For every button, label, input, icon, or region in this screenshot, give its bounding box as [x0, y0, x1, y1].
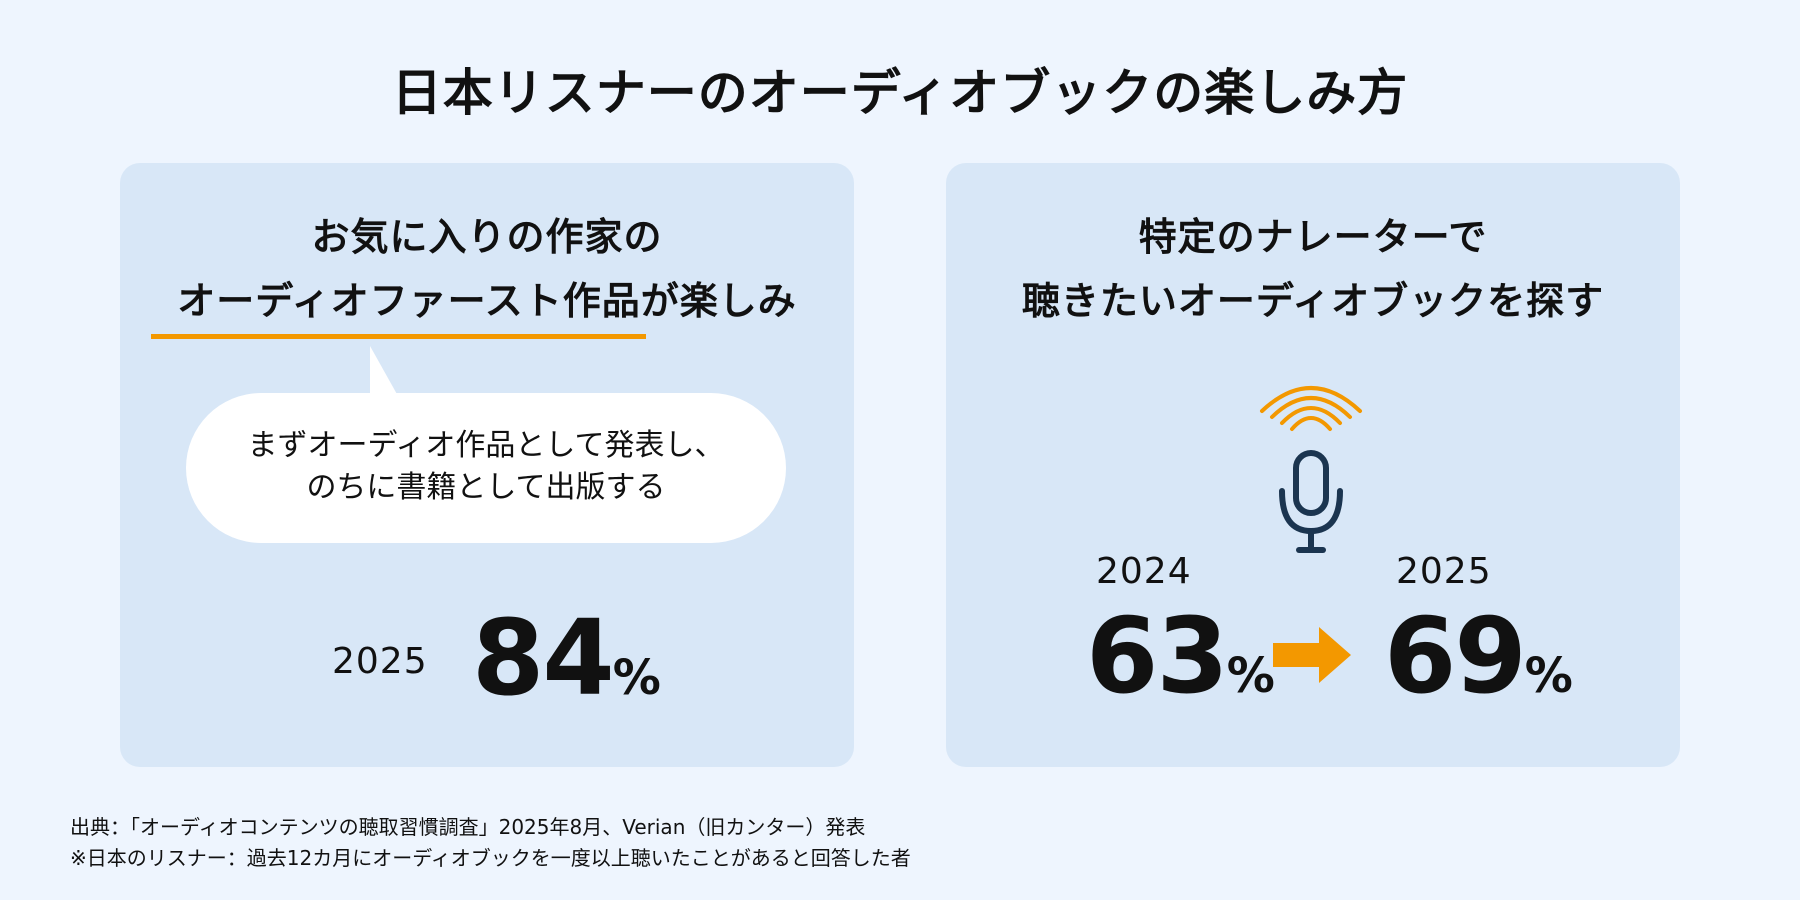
narrator-search-panel: 特定のナレーターで 聴きたいオーディオブックを探す 2024 — [946, 163, 1680, 767]
value-before-number: 63 — [1086, 595, 1229, 717]
definition-note: ※日本のリスナー：過去12カ月にオーディオブックを一度以上聴いたことがあると回答… — [70, 846, 911, 870]
stat-number: 84 — [472, 597, 615, 719]
panel-heading: 特定のナレーターで 聴きたいオーディオブックを探す — [946, 205, 1680, 333]
year-before: 2024 — [1096, 551, 1192, 592]
panel-heading-line2: オーディオファースト作品が楽しみ — [177, 279, 797, 323]
microphone-icon — [1256, 373, 1366, 553]
value-before: 63% — [1086, 601, 1275, 731]
footnotes: 出典：「オーディオコンテンツの聴取習慣調査」2025年8月、Verian（旧カン… — [70, 812, 911, 874]
speech-bubble-tail — [370, 346, 398, 396]
authors-audio-first-panel: お気に入りの作家の オーディオファースト作品が楽しみ まずオーディオ作品として発… — [120, 163, 854, 767]
page-title: 日本リスナーのオーディオブックの楽しみ方 — [391, 64, 1409, 122]
bubble-line2: のちに書籍として出版する — [306, 470, 666, 505]
bubble-line1: まずオーディオ作品として発表し、 — [247, 428, 725, 463]
arrow-right-icon — [1273, 625, 1355, 685]
year-after: 2025 — [1396, 551, 1492, 592]
highlight-underline — [151, 334, 646, 339]
signal-waves-icon — [1260, 386, 1362, 431]
value-after: 69% — [1384, 601, 1573, 731]
panel-heading-line1: お気に入りの作家の — [311, 215, 663, 259]
panel-heading: お気に入りの作家の オーディオファースト作品が楽しみ — [120, 205, 854, 333]
percent-sign: % — [612, 650, 661, 706]
percent-sign: % — [1524, 648, 1573, 704]
percent-sign: % — [1226, 648, 1275, 704]
panel-heading-line2: 聴きたいオーディオブックを探す — [1021, 279, 1605, 323]
value-after-number: 69 — [1384, 595, 1527, 717]
stat-value: 84% — [472, 603, 661, 733]
panel-heading-line1: 特定のナレーターで — [1138, 215, 1488, 259]
speech-bubble: まずオーディオ作品として発表し、 のちに書籍として出版する — [186, 393, 786, 543]
stat-year: 2025 — [332, 641, 428, 682]
source-note: 出典：「オーディオコンテンツの聴取習慣調査」2025年8月、Verian（旧カン… — [70, 815, 866, 839]
